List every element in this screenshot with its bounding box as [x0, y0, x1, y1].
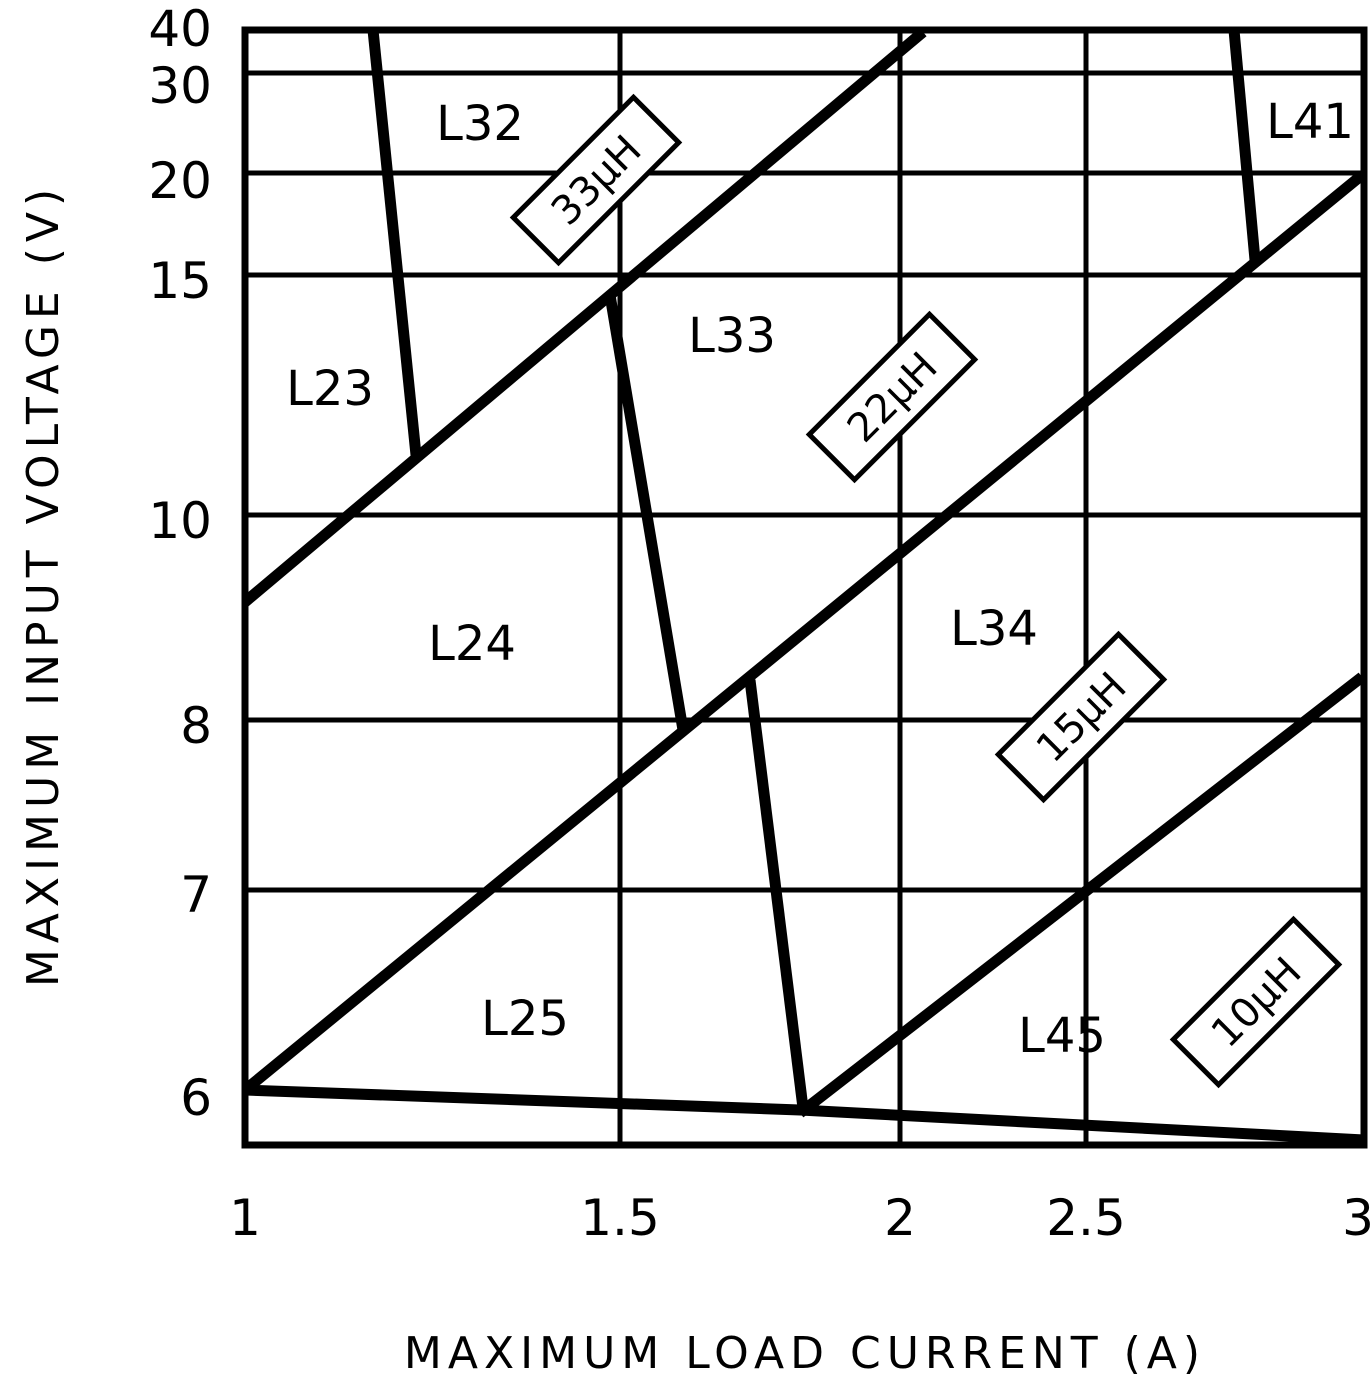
svg-text:2.5: 2.5: [1046, 1189, 1126, 1247]
svg-text:L41: L41: [1266, 94, 1354, 150]
svg-text:7: 7: [180, 866, 212, 924]
x-axis-title: MAXIMUM LOAD CURRENT (A): [404, 1328, 1206, 1378]
plot-frame: [241, 26, 1368, 1149]
svg-text:1.5: 1.5: [580, 1189, 660, 1247]
svg-text:2: 2: [884, 1189, 916, 1247]
svg-text:1: 1: [229, 1189, 261, 1247]
x-axis-ticks: 1 1.5 2 2.5 3: [229, 1189, 1372, 1247]
boundary-10uH: [244, 1084, 1365, 1146]
boundary-22uH: [241, 170, 1366, 1095]
inductor-label-22uH: 22µH: [805, 310, 979, 484]
svg-text:L23: L23: [286, 361, 374, 417]
svg-text:3: 3: [1342, 1189, 1372, 1247]
svg-text:L34: L34: [950, 601, 1038, 657]
inductor-label-33uH: 33µH: [509, 93, 683, 267]
boundary-15uH: [796, 672, 1366, 1118]
svg-text:L45: L45: [1018, 1008, 1106, 1064]
y-axis-ticks: 40 30 20 15 10 8 7 6: [148, 0, 212, 1127]
region-dividers: [367, 29, 1261, 1109]
svg-text:15: 15: [148, 252, 212, 310]
svg-text:20: 20: [148, 152, 212, 210]
svg-text:L32: L32: [436, 96, 524, 152]
region-labels: L32 L23 L33 L41 L24 L34 L25 L45: [286, 94, 1354, 1064]
inductor-label-15uH: 15µH: [994, 630, 1168, 804]
svg-text:6: 6: [180, 1069, 212, 1127]
inductance-boundaries: [241, 27, 1366, 1146]
svg-text:L25: L25: [481, 991, 569, 1047]
svg-text:8: 8: [180, 697, 212, 755]
boundary-33uH: [241, 27, 927, 607]
svg-text:10: 10: [148, 492, 212, 550]
svg-text:40: 40: [148, 0, 212, 58]
y-axis-title: MAXIMUM INPUT VOLTAGE (V): [18, 183, 69, 987]
svg-text:L24: L24: [428, 616, 516, 672]
svg-text:30: 30: [148, 57, 212, 115]
svg-text:L33: L33: [688, 308, 776, 364]
grid: [245, 30, 1365, 1145]
inductor-label-10uH: 10µH: [1169, 915, 1343, 1089]
